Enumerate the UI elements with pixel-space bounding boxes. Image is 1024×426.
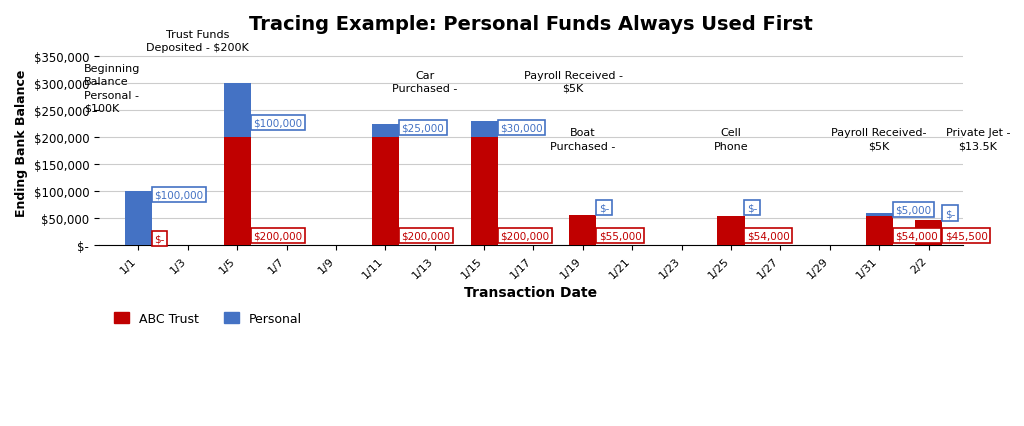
Text: $200,000: $200,000 <box>253 231 302 241</box>
Y-axis label: Ending Bank Balance: Ending Bank Balance <box>15 70 28 217</box>
Text: Car
Purchased -: Car Purchased - <box>392 71 458 94</box>
Text: Boat
Purchased -: Boat Purchased - <box>550 128 615 151</box>
Bar <box>865 214 893 216</box>
Bar <box>470 122 498 138</box>
Text: Trust Funds
Deposited - $200K: Trust Funds Deposited - $200K <box>146 30 249 53</box>
Text: $54,000: $54,000 <box>748 231 790 241</box>
Bar <box>372 124 399 138</box>
Text: $-: $- <box>944 209 955 219</box>
Bar <box>865 216 893 245</box>
Legend: ABC Trust, Personal: ABC Trust, Personal <box>114 312 302 325</box>
Bar <box>125 192 152 245</box>
Bar <box>372 138 399 245</box>
Text: Cell
Phone: Cell Phone <box>714 128 749 151</box>
Text: $-: $- <box>599 203 609 213</box>
Bar <box>569 216 596 245</box>
Text: $-: $- <box>155 234 165 244</box>
Text: $55,000: $55,000 <box>599 231 642 241</box>
Text: Beginning
Balance
Personal -
$100K: Beginning Balance Personal - $100K <box>84 64 140 114</box>
Text: $200,000: $200,000 <box>500 231 549 241</box>
Text: $200,000: $200,000 <box>401 231 451 241</box>
Bar <box>223 138 251 245</box>
Text: $-: $- <box>748 203 758 213</box>
Bar <box>718 216 744 245</box>
Text: $100,000: $100,000 <box>155 190 204 200</box>
Text: $100,000: $100,000 <box>253 118 302 128</box>
Text: $54,000: $54,000 <box>895 231 938 241</box>
Text: $25,000: $25,000 <box>401 124 444 133</box>
Text: Private Jet -
$13.5K: Private Jet - $13.5K <box>946 128 1011 151</box>
Text: $45,500: $45,500 <box>944 231 987 241</box>
Text: Payroll Received -
$5K: Payroll Received - $5K <box>523 71 623 94</box>
Text: Payroll Received-
$5K: Payroll Received- $5K <box>831 128 927 151</box>
Bar <box>915 221 942 245</box>
Text: $5,000: $5,000 <box>895 205 932 215</box>
Bar <box>223 84 251 138</box>
Bar <box>470 138 498 245</box>
Text: $30,000: $30,000 <box>500 124 543 133</box>
X-axis label: Transaction Date: Transaction Date <box>465 285 598 299</box>
Title: Tracing Example: Personal Funds Always Used First: Tracing Example: Personal Funds Always U… <box>249 15 813 34</box>
